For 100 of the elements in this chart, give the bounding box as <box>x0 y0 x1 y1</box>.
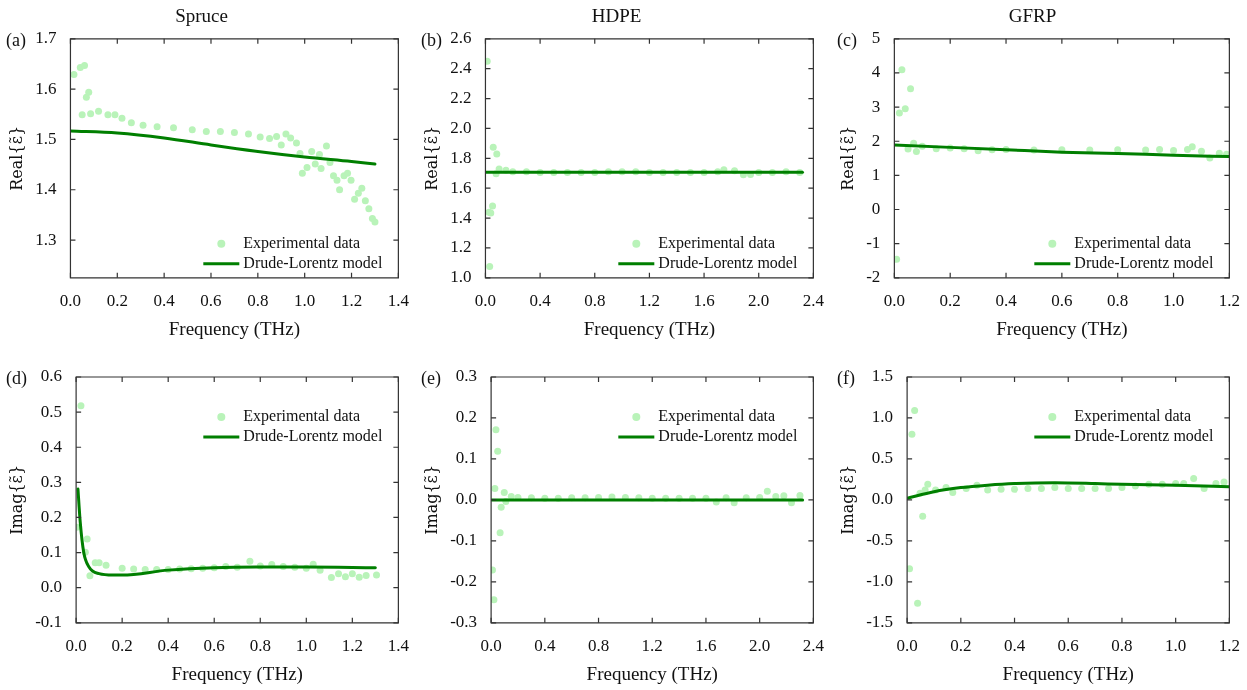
legend-label: Drude-Lorentz model <box>1074 254 1214 271</box>
y-axis-title: Imag{ε̃} <box>837 464 857 535</box>
y-tick-label: 0.5 <box>40 401 63 421</box>
y-tick-label: 1 <box>871 164 881 184</box>
y-tick-label: 1.6 <box>450 177 472 197</box>
x-tick-label: 0.2 <box>939 291 961 311</box>
text: (b) <box>421 29 442 51</box>
legend-label: Drude-Lorentz model <box>658 427 798 445</box>
y-tick-label: 1.0 <box>450 267 472 287</box>
y-tick-label: 0.5 <box>871 448 894 468</box>
x-tick-label: 0.2 <box>111 636 133 656</box>
x-axis-title: Frequency (THz) <box>996 317 1128 340</box>
x-tick-label: 2.0 <box>749 636 771 656</box>
x-tick-label: 0.8 <box>1107 291 1129 311</box>
x-tick-label: 0.6 <box>200 291 222 311</box>
legend-label: Experimental data <box>1074 407 1192 426</box>
y-axis-title: Imag{ε̃} <box>421 464 441 535</box>
y-tick-label: 0.1 <box>40 542 63 562</box>
x-tick-label: 0.6 <box>1057 636 1079 656</box>
x-tick-label: 1.0 <box>1165 636 1187 656</box>
x-tick-label: 1.2 <box>341 636 363 656</box>
x-axis-title: Frequency (THz) <box>168 317 301 340</box>
x-tick-label: 0.0 <box>65 636 87 656</box>
x-tick-label: 0.6 <box>203 636 225 656</box>
y-tick-label: 2.2 <box>450 88 472 108</box>
x-tick-label: 1.6 <box>695 636 717 656</box>
y-tick-label: -0.1 <box>35 612 63 632</box>
y-tick-label: 0.3 <box>455 366 478 386</box>
y-tick-label: -1.5 <box>866 612 894 632</box>
text: (c) <box>837 29 857 51</box>
y-tick-label: -0.3 <box>450 612 478 632</box>
y-tick-label: 0.0 <box>455 489 478 509</box>
x-tick-label: 2.0 <box>748 291 770 311</box>
x-tick-label: 1.2 <box>340 291 363 311</box>
x-tick-label: 1.2 <box>1218 291 1240 311</box>
y-tick-label: 0.6 <box>40 366 63 386</box>
x-tick-label: 0.2 <box>950 636 972 656</box>
legend-label: Drude-Lorentz model <box>1074 427 1214 445</box>
y-tick-label: -1 <box>866 233 881 253</box>
y-tick-label: 0.0 <box>40 577 63 597</box>
y-tick-label: 2.4 <box>450 58 472 78</box>
y-axis-title: Real{ε̃} <box>421 125 441 191</box>
x-tick-label: 1.0 <box>294 291 316 311</box>
y-tick-label: 0.1 <box>455 448 478 468</box>
chart-title: Spruce <box>175 5 228 27</box>
y-tick-label: -2 <box>866 267 881 287</box>
x-tick-label: 0.0 <box>474 291 497 311</box>
y-tick-label: -1.0 <box>866 571 894 591</box>
x-axis-title: Frequency (THz) <box>583 317 716 340</box>
y-tick-label: 0.2 <box>40 506 63 526</box>
text: (f) <box>837 367 855 389</box>
x-tick-label: 0.4 <box>529 291 552 311</box>
y-tick-label: 1.7 <box>35 28 57 48</box>
x-tick-label: 0.0 <box>59 291 82 311</box>
y-tick-label: 1.6 <box>35 78 57 98</box>
x-tick-label: 2.4 <box>802 636 825 656</box>
x-tick-label: 0.6 <box>1051 291 1073 311</box>
y-tick-label: -0.5 <box>866 530 894 550</box>
x-tick-label: 2.4 <box>802 291 825 311</box>
y-tick-label: 1.3 <box>35 229 57 249</box>
y-tick-label: 0.4 <box>40 436 63 456</box>
x-tick-label: 1.2 <box>641 636 663 656</box>
legend-label: Drude-Lorentz model <box>243 254 383 271</box>
y-tick-label: 5 <box>871 28 881 48</box>
y-tick-label: -0.1 <box>450 530 478 550</box>
legend-label: Experimental data <box>1074 234 1192 252</box>
y-tick-label: 0.2 <box>455 407 478 427</box>
legend-label: Experimental data <box>243 407 361 426</box>
x-axis-title: Frequency (THz) <box>171 662 303 685</box>
y-tick-label: 1.8 <box>450 147 472 167</box>
chart-title: GFRP <box>1008 5 1057 27</box>
x-tick-label: 0.4 <box>1003 636 1026 656</box>
y-tick-label: 1.4 <box>35 179 57 199</box>
x-tick-label: 0.4 <box>534 636 556 656</box>
x-tick-label: 1.2 <box>1218 636 1240 656</box>
y-tick-label: 2.0 <box>450 117 472 137</box>
legend-label: Experimental data <box>658 407 776 426</box>
y-axis-title: Real{ε̃} <box>6 125 26 191</box>
y-tick-label: 4 <box>871 62 881 82</box>
x-tick-label: 0.8 <box>587 636 610 656</box>
legend-label: Experimental data <box>243 234 361 252</box>
y-axis-title: Imag{ε̃} <box>6 464 26 535</box>
x-tick-label: 0.8 <box>249 636 271 656</box>
x-tick-label: 1.0 <box>295 636 317 656</box>
x-tick-label: 0.4 <box>153 291 176 311</box>
x-tick-label: 0.8 <box>247 291 269 311</box>
x-tick-label: 1.6 <box>693 291 715 311</box>
legend-label: Experimental data <box>658 234 776 252</box>
y-tick-label: 1.5 <box>35 128 57 148</box>
legend-label: Drude-Lorentz model <box>658 254 798 271</box>
y-tick-label: 2 <box>871 130 881 150</box>
text: (a) <box>6 29 26 51</box>
x-tick-label: 0.0 <box>480 636 502 656</box>
y-tick-label: 1.4 <box>450 207 472 227</box>
y-tick-label: -0.2 <box>450 571 478 591</box>
y-tick-label: 0 <box>871 198 881 218</box>
chart-title: HDPE <box>591 5 642 27</box>
x-axis-title: Frequency (THz) <box>1002 662 1134 685</box>
y-tick-label: 0.3 <box>40 471 63 491</box>
x-tick-label: 1.2 <box>638 291 661 311</box>
